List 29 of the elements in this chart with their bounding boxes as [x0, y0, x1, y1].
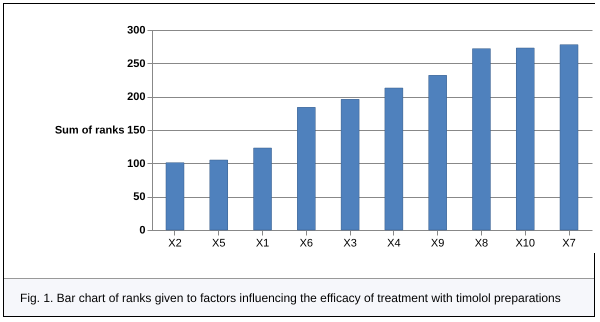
- x-tick-label: X2: [168, 238, 182, 250]
- bar: [210, 160, 228, 230]
- y-tick-label: 300: [127, 24, 146, 36]
- y-tick-label: 50: [133, 191, 146, 204]
- bar: [560, 44, 578, 230]
- bar: [297, 107, 316, 230]
- bar: [472, 48, 491, 230]
- y-tick-label: 250: [127, 58, 146, 70]
- x-tick-label: X1: [256, 238, 270, 250]
- caption: Fig. 1. Bar chart of ranks given to factors influencing the efficacy of treatment with timolol preparations: [4, 278, 594, 316]
- y-tick-label: 200: [127, 91, 146, 104]
- x-tick-label: X3: [343, 238, 357, 250]
- y-tick-label: 150: [127, 124, 146, 136]
- x-tick-label: X4: [387, 238, 401, 250]
- x-tick-label: X9: [430, 238, 444, 250]
- x-tick-label: X7: [562, 238, 576, 250]
- y-tick-label: 0: [139, 224, 146, 236]
- bar: [516, 48, 534, 230]
- y-axis-title: Sum of ranks: [54, 124, 124, 136]
- y-tick-label: 100: [127, 158, 146, 170]
- x-tick-label: X10: [515, 238, 536, 250]
- bar: [384, 88, 404, 230]
- x-tick-label: X8: [474, 238, 488, 250]
- bar: [428, 75, 447, 230]
- bar: [340, 99, 360, 230]
- x-tick-label: X5: [212, 238, 226, 250]
- x-tick-label: X6: [300, 238, 314, 250]
- bar: [166, 162, 184, 230]
- bar: [253, 148, 272, 230]
